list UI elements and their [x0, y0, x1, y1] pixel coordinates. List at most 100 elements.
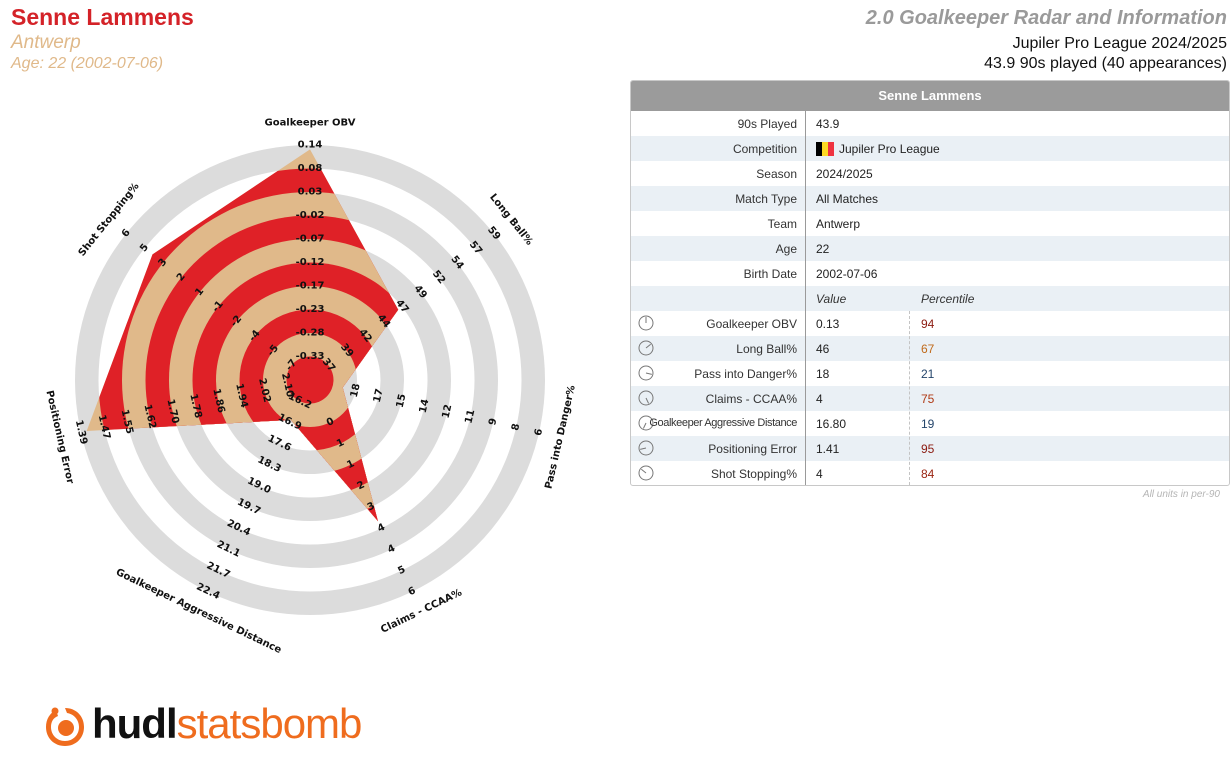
info-value: Antwerp — [816, 217, 860, 231]
info-value-text: All Matches — [816, 192, 879, 206]
axis-tick-label: 1.39 — [73, 419, 89, 446]
info-value: Jupiler Pro League — [816, 142, 940, 156]
report-title: 2.0 Goalkeeper Radar and Information — [865, 7, 1227, 29]
metric-value: 1.41 — [816, 442, 840, 456]
dial-icon — [638, 440, 654, 456]
info-value: 2024/2025 — [816, 167, 873, 181]
metric-label: Pass into Danger% — [694, 367, 797, 381]
info-value: 22 — [816, 242, 829, 256]
metric-row: Positioning Error 1.41 95 — [631, 436, 1229, 461]
info-rows: 90s Played 43.9 Competition Jupiler Pro Lea… — [631, 111, 1229, 485]
metric-value: 16.80 — [816, 417, 847, 431]
dial-icon — [638, 340, 654, 356]
metric-row: Goalkeeper OBV 0.13 94 — [631, 311, 1229, 336]
info-label: Season — [756, 167, 797, 181]
metric-value: 18 — [816, 367, 830, 381]
minutes-played: 43.9 90s played (40 appearances) — [984, 55, 1227, 72]
axis-tick-label: 17 — [372, 388, 386, 404]
axis-label: Positioning Error — [43, 389, 75, 485]
axis-tick-label: -7 — [284, 357, 300, 373]
axis-tick-label: 0.03 — [298, 187, 323, 198]
dial-icon — [638, 365, 654, 381]
metric-label: Goalkeeper OBV — [706, 317, 797, 331]
info-label: Birth Date — [743, 267, 797, 281]
info-value: All Matches — [816, 192, 878, 206]
axis-tick-label: -0.02 — [296, 210, 325, 221]
info-value: 2002-07-06 — [816, 267, 877, 281]
info-label: 90s Played — [737, 117, 797, 131]
metric-label: Shot Stopping% — [710, 467, 797, 481]
metric-percentile: 84 — [921, 467, 935, 481]
axis-tick-label: 3 — [366, 501, 377, 514]
info-value-text: 2024/2025 — [816, 167, 873, 181]
axis-tick-label: -0.23 — [296, 304, 325, 315]
info-value-text: 43.9 — [816, 117, 840, 131]
axis-tick-label: -1 — [210, 299, 226, 315]
metric-value: 4 — [816, 467, 823, 481]
belgium-flag-icon — [816, 142, 834, 156]
axis-tick-label: 18 — [349, 382, 363, 398]
column-divider — [805, 111, 806, 485]
axis-tick-label: -5 — [266, 343, 282, 359]
axis-tick-label: 2.02 — [256, 377, 272, 404]
metric-percentile: 19 — [921, 417, 935, 431]
axis-tick-label: 0 — [325, 416, 336, 429]
radar-fill-ring — [286, 356, 334, 404]
team-name: Antwerp — [11, 32, 81, 53]
metric-percentile: 21 — [921, 367, 935, 381]
metric-row: Pass into Danger% 18 21 — [631, 361, 1229, 386]
info-value-text: 2002-07-06 — [816, 267, 878, 281]
axis-tick-label: 14 — [418, 398, 432, 414]
dial-icon — [638, 465, 654, 481]
axis-tick-label: 0.14 — [298, 140, 323, 151]
axis-label: Goalkeeper OBV — [264, 118, 355, 129]
metric-label: Long Ball% — [736, 342, 797, 356]
axis-tick-label: 1.47 — [96, 414, 112, 441]
percentile-header: Percentile — [921, 292, 975, 306]
axis-tick-label: 1.70 — [164, 398, 180, 425]
info-row: Match Type All Matches — [631, 186, 1229, 211]
footnote: All units in per-90 — [1142, 489, 1220, 500]
metric-percentile: 67 — [921, 342, 935, 356]
logo-part2: statsbomb — [176, 700, 363, 747]
axis-tick-label: 4 — [376, 522, 387, 535]
info-label: Match Type — [735, 192, 797, 206]
info-table: Senne Lammens 90s Played 43.9 Competition J… — [630, 80, 1230, 486]
axis-tick-label: 2 — [355, 479, 366, 492]
axis-tick-label: 1.86 — [210, 388, 226, 415]
info-value-text: Antwerp — [816, 217, 861, 231]
info-value: 43.9 — [816, 117, 839, 131]
metric-value: 0.13 — [816, 317, 840, 331]
axis-tick-label: 8 — [510, 422, 522, 431]
info-row: 90s Played 43.9 — [631, 111, 1229, 136]
info-label: Age — [775, 242, 797, 256]
info-value-text: 22 — [816, 242, 830, 256]
metric-header-row: Value Percentile — [631, 286, 1229, 311]
axis-tick-label: 9 — [487, 417, 499, 426]
axis-tick-label: 1.55 — [119, 409, 135, 436]
info-row: Team Antwerp — [631, 211, 1229, 236]
axis-label: Pass into Danger% — [543, 384, 577, 490]
metric-row: Long Ball% 46 67 — [631, 336, 1229, 361]
dial-icon — [638, 415, 654, 431]
axis-tick-label: -0.33 — [296, 351, 325, 362]
metric-row: Claims - CCAA% 4 75 — [631, 386, 1229, 411]
metric-row: Shot Stopping% 4 84 — [631, 461, 1229, 485]
league-season: Jupiler Pro League 2024/2025 — [1012, 35, 1227, 52]
axis-tick-label: 11 — [463, 409, 477, 425]
axis-tick-label: 15 — [395, 393, 409, 409]
info-row: Season 2024/2025 — [631, 161, 1229, 186]
player-name: Senne Lammens — [11, 4, 194, 30]
metric-percentile: 75 — [921, 392, 935, 406]
info-value-text: Jupiler Pro League — [839, 142, 940, 156]
info-row: Competition Jupiler Pro League — [631, 136, 1229, 161]
axis-tick-label: 1.62 — [141, 403, 157, 430]
axis-tick-label: 2.10 — [279, 372, 295, 399]
info-table-title: Senne Lammens — [631, 81, 1229, 111]
metric-label: Goalkeeper Aggressive Distance — [649, 417, 797, 429]
hudl-statsbomb-logo: hudlstatsbomb — [42, 700, 382, 752]
axis-tick-label: -0.12 — [296, 257, 325, 268]
logo-part1: hudl — [92, 700, 178, 747]
axis-tick-label: 0.08 — [298, 163, 323, 174]
axis-tick-label: 1 — [335, 437, 346, 450]
